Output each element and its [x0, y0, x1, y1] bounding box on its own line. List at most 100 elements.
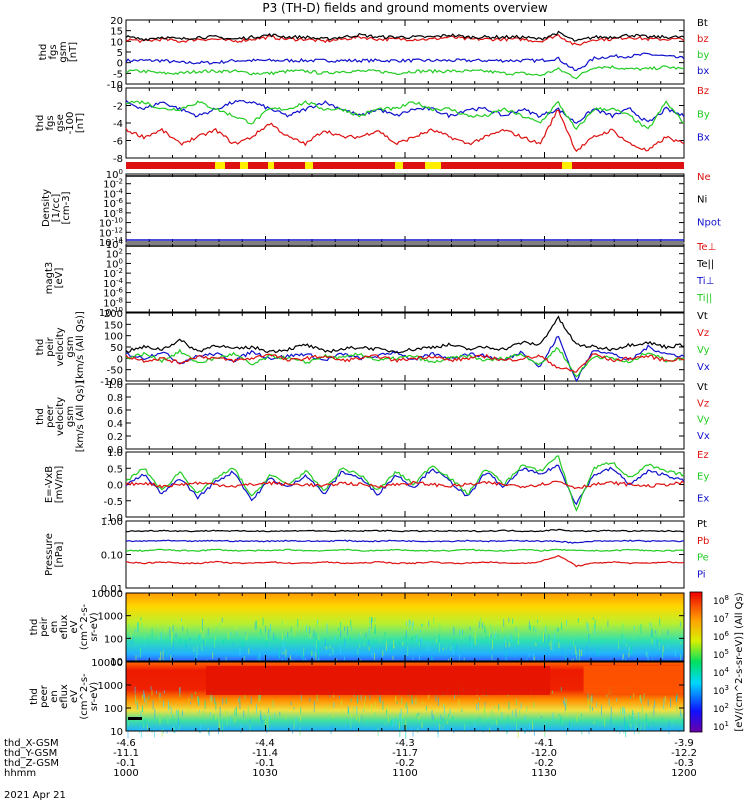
spectrogram-cell	[640, 698, 642, 704]
y-tick-label: 1.0	[107, 380, 123, 391]
spectrogram-cell	[528, 653, 530, 658]
footer-value: -3.9	[674, 738, 694, 749]
y-axis-label: thd	[29, 688, 40, 705]
spectrogram-cell	[262, 720, 263, 724]
spectrogram-cell	[214, 714, 216, 720]
spectrogram-cell	[209, 692, 211, 701]
spectrogram-cell	[399, 728, 401, 737]
spectrogram-cell	[134, 629, 136, 632]
spectrogram-cell	[662, 645, 664, 652]
legend-item: Vy	[697, 415, 710, 426]
spectrogram-cell	[405, 621, 407, 626]
spectrogram-cell	[144, 632, 145, 639]
legend-vt: Vt	[697, 311, 708, 322]
spectrogram-cell	[502, 625, 504, 633]
spectrogram-cell	[185, 622, 187, 629]
spectrogram-cell	[170, 707, 172, 714]
y-tick-label: 0.01	[101, 584, 123, 595]
panel-frame	[125, 173, 685, 243]
series-line-bx	[125, 52, 685, 72]
panel-e-field: 1.0 0.5 0.0 -0.5 -1.0 E=-VxB [mV/m]	[44, 448, 685, 524]
spectrogram-cell	[403, 647, 405, 653]
spectrogram-cell	[407, 646, 409, 656]
spectrogram-cell	[422, 701, 424, 704]
spectrogram-cell	[671, 724, 673, 728]
spectrogram-cell	[221, 617, 223, 623]
spectrogram-cell	[172, 718, 174, 721]
spectrogram-cell	[515, 699, 517, 707]
spectrogram-cell	[172, 726, 174, 733]
legend-item: Te⊥	[696, 242, 716, 253]
spectrogram-cell	[140, 710, 142, 720]
footer-value: -0.2	[395, 758, 415, 769]
spectrogram-cell	[565, 698, 567, 709]
spectrogram-cell	[579, 654, 581, 663]
spectrogram-cell	[214, 697, 216, 704]
spectrogram-cell	[292, 726, 294, 734]
mode-bar	[126, 162, 684, 172]
spectrogram-cell	[411, 636, 413, 642]
footer-value: -11.7	[392, 748, 418, 759]
legend-bx: Bx	[697, 133, 710, 144]
spectrogram-cell	[654, 700, 656, 707]
spectrogram-cell	[379, 696, 381, 702]
spectrogram-cell	[662, 651, 664, 659]
spectrogram-cell	[401, 719, 403, 726]
spectrogram-cell	[561, 648, 563, 655]
spectrogram-cell	[185, 644, 187, 648]
y-axis-label: eflux	[59, 615, 70, 640]
panel-frame	[125, 243, 685, 313]
spectrogram-cell	[175, 633, 177, 639]
spectrogram-cell	[167, 714, 169, 724]
y-tick-label: -100	[100, 377, 123, 388]
spectrogram-cell	[481, 638, 483, 644]
spectrogram-cell	[222, 697, 224, 705]
spectrogram-cell	[143, 690, 145, 698]
spectrogram-cell	[645, 651, 647, 655]
spectrogram-cell	[154, 729, 155, 738]
spectrogram-cell	[166, 650, 168, 659]
y-tick-label: 100	[104, 704, 123, 715]
spectrogram-cell	[663, 698, 665, 705]
spectrogram-cell	[431, 655, 433, 662]
spectrogram-cell	[283, 652, 285, 655]
legend-item: Ti⊥	[696, 276, 714, 287]
spectrogram-cell	[520, 702, 522, 709]
spectrogram-cell	[474, 637, 476, 645]
spectrogram-cell	[313, 652, 315, 659]
spectrogram-cell	[349, 637, 351, 641]
spectrogram-cell	[577, 646, 579, 652]
spectrogram-cell	[239, 648, 241, 656]
spectrogram-cell	[647, 699, 649, 707]
spectrogram-cell	[311, 650, 313, 656]
spectrogram-cell	[264, 715, 266, 718]
spectrogram-cell	[329, 714, 330, 721]
spectrogram-cell	[652, 721, 654, 724]
spectrogram-cell	[651, 639, 653, 644]
spectrogram-cell	[490, 634, 492, 638]
spectrogram-cell	[432, 714, 434, 721]
spectrogram-cell	[206, 666, 551, 695]
spectrogram-cell	[586, 621, 588, 629]
spectrogram-cell	[202, 715, 204, 721]
spectrogram-cell	[439, 622, 441, 632]
spectrogram-cell	[676, 705, 678, 712]
spectrogram-cell	[475, 629, 477, 638]
spectrogram-cell	[260, 714, 262, 723]
spectrogram-cell	[659, 628, 661, 636]
spectrogram-cell	[130, 632, 132, 640]
spectrogram-cell	[594, 619, 596, 628]
spectrogram-cell	[500, 708, 502, 714]
y-axis-label: thd	[35, 408, 46, 425]
spectrogram-cell	[504, 636, 506, 646]
spectrogram-cell	[548, 634, 550, 645]
spectrogram-cell	[170, 635, 172, 640]
spectrogram-cell	[440, 714, 442, 720]
spectrogram-cell	[223, 617, 225, 625]
spectrogram-cell	[602, 626, 604, 631]
spectrogram-cell	[456, 644, 458, 651]
spectrogram-cell	[326, 646, 327, 650]
spectrogram-cell	[407, 707, 408, 714]
